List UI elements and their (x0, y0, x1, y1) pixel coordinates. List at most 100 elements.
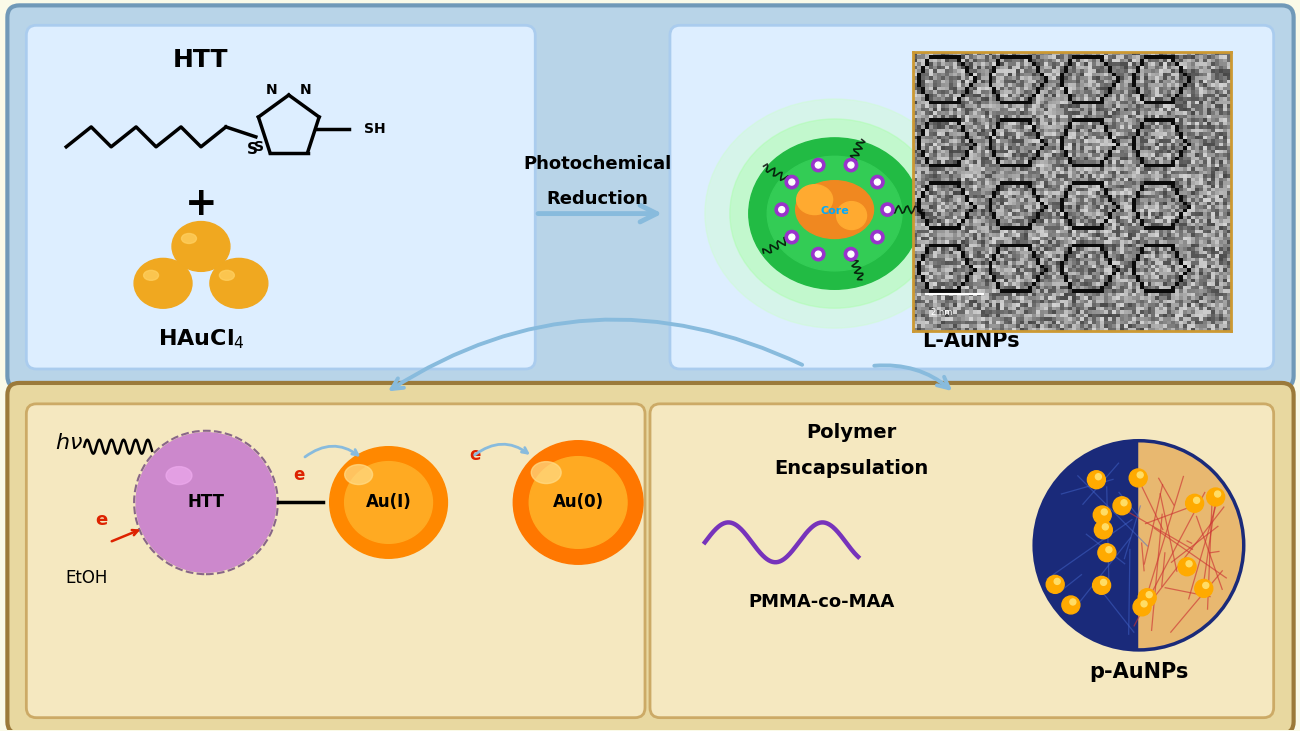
Text: e: e (292, 466, 304, 484)
Text: e: e (469, 446, 481, 463)
Text: N: N (266, 83, 278, 97)
Circle shape (881, 203, 894, 216)
Circle shape (1141, 601, 1147, 607)
Text: $h\nu$: $h\nu$ (56, 433, 83, 452)
Circle shape (775, 203, 788, 216)
Text: Au(I): Au(I) (365, 493, 411, 512)
Circle shape (815, 162, 822, 168)
Text: EtOH: EtOH (65, 569, 108, 587)
Circle shape (884, 207, 891, 213)
Circle shape (875, 179, 880, 185)
Text: S: S (247, 143, 259, 157)
Circle shape (1101, 509, 1108, 515)
Ellipse shape (796, 181, 874, 238)
Ellipse shape (330, 447, 447, 558)
Ellipse shape (134, 258, 192, 308)
Text: PMMA-co-MAA: PMMA-co-MAA (749, 593, 894, 611)
Text: Core: Core (820, 205, 849, 216)
Circle shape (811, 159, 826, 172)
Circle shape (1054, 578, 1061, 584)
Text: e: e (95, 512, 108, 529)
Circle shape (1092, 576, 1110, 594)
Circle shape (136, 433, 276, 572)
Ellipse shape (172, 221, 230, 271)
Text: HAuCl$_4$: HAuCl$_4$ (157, 327, 244, 351)
Text: S: S (254, 140, 264, 154)
Text: Reduction: Reduction (546, 189, 649, 208)
Text: Encapsulation: Encapsulation (775, 459, 928, 478)
Text: N: N (300, 83, 312, 97)
Circle shape (848, 251, 854, 257)
Circle shape (1098, 544, 1115, 561)
Circle shape (871, 230, 884, 244)
Ellipse shape (529, 457, 627, 548)
Ellipse shape (344, 465, 373, 485)
FancyBboxPatch shape (650, 404, 1274, 718)
Text: L-AuNPs: L-AuNPs (923, 331, 1021, 351)
Circle shape (789, 179, 794, 185)
Text: Photochemical: Photochemical (523, 155, 671, 173)
Circle shape (1186, 494, 1204, 512)
Ellipse shape (729, 119, 940, 308)
Ellipse shape (705, 99, 965, 328)
Ellipse shape (220, 270, 234, 280)
Circle shape (1070, 599, 1076, 605)
Circle shape (1147, 591, 1152, 598)
Circle shape (1138, 472, 1143, 478)
Wedge shape (1035, 441, 1139, 650)
Text: HTT: HTT (187, 493, 225, 512)
Circle shape (1178, 558, 1196, 576)
Ellipse shape (143, 270, 159, 280)
Ellipse shape (514, 441, 644, 564)
Circle shape (844, 248, 858, 261)
FancyBboxPatch shape (26, 404, 645, 718)
Circle shape (1106, 547, 1112, 553)
Ellipse shape (767, 156, 902, 271)
Circle shape (1139, 588, 1156, 607)
Circle shape (815, 251, 822, 257)
Circle shape (871, 175, 884, 189)
Ellipse shape (166, 466, 192, 485)
Ellipse shape (837, 202, 867, 230)
Ellipse shape (209, 258, 268, 308)
Circle shape (1093, 506, 1112, 524)
Circle shape (1121, 500, 1127, 506)
Circle shape (1134, 598, 1150, 616)
Circle shape (785, 175, 798, 189)
Circle shape (789, 234, 794, 240)
Circle shape (844, 159, 858, 172)
Circle shape (1062, 596, 1080, 614)
Circle shape (779, 207, 785, 213)
Text: +: + (185, 185, 217, 223)
Circle shape (1101, 580, 1106, 586)
Ellipse shape (749, 138, 920, 289)
Circle shape (1130, 469, 1147, 487)
Ellipse shape (797, 185, 832, 215)
Circle shape (1206, 488, 1225, 506)
FancyBboxPatch shape (26, 26, 536, 369)
Circle shape (1186, 561, 1192, 567)
FancyBboxPatch shape (670, 26, 1274, 369)
Circle shape (811, 248, 826, 261)
Text: SH: SH (364, 122, 385, 136)
Circle shape (875, 234, 880, 240)
Wedge shape (1139, 441, 1244, 650)
Circle shape (1113, 497, 1131, 515)
Circle shape (1193, 497, 1200, 504)
Circle shape (1214, 491, 1221, 497)
Text: Au(0): Au(0) (552, 493, 603, 512)
FancyBboxPatch shape (8, 383, 1294, 731)
Circle shape (785, 230, 798, 244)
Text: HTT: HTT (173, 48, 229, 72)
Circle shape (1096, 474, 1101, 480)
Circle shape (1046, 575, 1065, 594)
Ellipse shape (532, 462, 562, 483)
Circle shape (1202, 583, 1209, 588)
Circle shape (1095, 521, 1113, 539)
Ellipse shape (182, 233, 196, 243)
Ellipse shape (344, 462, 433, 543)
Text: p-AuNPs: p-AuNPs (1089, 662, 1188, 682)
Circle shape (1102, 524, 1109, 530)
FancyBboxPatch shape (8, 5, 1294, 388)
Circle shape (848, 162, 854, 168)
